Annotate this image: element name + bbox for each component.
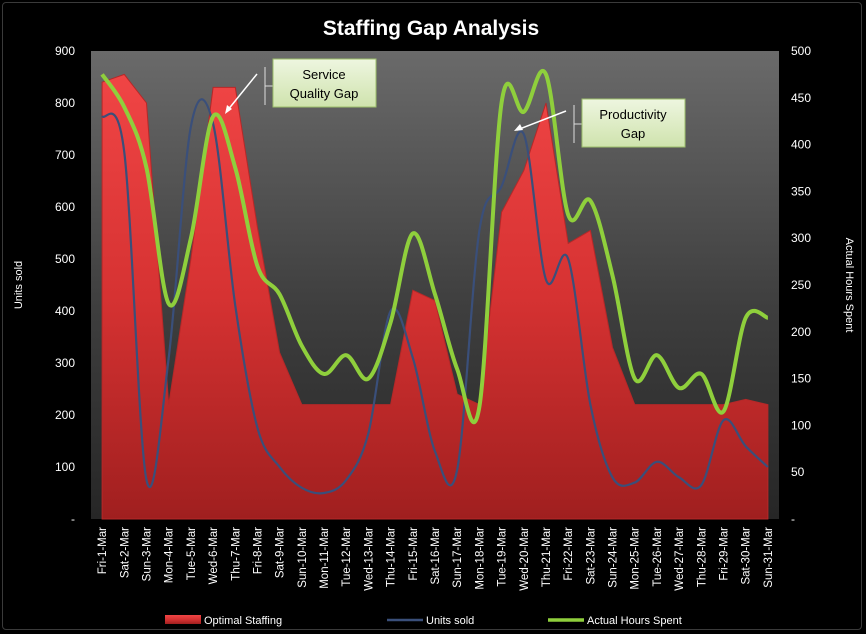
chart-title: Staffing Gap Analysis xyxy=(323,17,539,40)
callout-service-quality-gap: Service Quality Gap xyxy=(225,58,377,114)
x-tick-label: Tue-26-Mar xyxy=(652,527,664,587)
legend-label: Actual Hours Spent xyxy=(587,615,682,627)
y-tick-label: 900 xyxy=(55,44,75,58)
callout-arrow xyxy=(226,73,258,112)
x-tick-label: Tue-12-Mar xyxy=(341,527,353,587)
x-tick-label: Sun-24-Mar xyxy=(608,527,620,588)
callout-box xyxy=(581,98,686,148)
y-axis-label: Units sold xyxy=(13,261,25,309)
y2-tick-label: 200 xyxy=(791,325,811,339)
x-tick-label: Sat-9-Mar xyxy=(275,527,287,578)
y2-tick-label: 400 xyxy=(791,138,811,152)
y2-tick-label: 450 xyxy=(791,91,811,105)
callout-box xyxy=(272,58,377,108)
x-tick-label: Tue-5-Mar xyxy=(186,527,198,580)
staffing-gap-chart: Staffing Gap Analysis - 100 200 300 400 500 60… xyxy=(13,17,855,627)
y2-tick-label: 350 xyxy=(791,184,811,198)
x-tick-label: Mon-11-Mar xyxy=(319,527,331,589)
legend-label: Units sold xyxy=(426,615,474,627)
x-tick-label: Sat-2-Mar xyxy=(119,527,131,578)
callout-arrow xyxy=(516,110,567,131)
callout-line-1: Service xyxy=(302,67,345,82)
x-tick-label: Sun-17-Mar xyxy=(452,527,464,588)
legend-label: Optimal Staffing xyxy=(204,615,282,627)
x-tick-label: Fri-15-Mar xyxy=(408,527,420,581)
x-tick-label: Thu-28-Mar xyxy=(696,527,708,587)
y-tick-label: 100 xyxy=(55,460,75,474)
y-tick-label: 600 xyxy=(55,200,75,214)
x-tick-label: Wed-6-Mar xyxy=(208,527,220,584)
y2-axis-label: Actual Hours Spent xyxy=(843,238,855,333)
x-tick-label: Sun-3-Mar xyxy=(141,527,153,581)
x-tick-label: Sat-23-Mar xyxy=(585,527,597,585)
x-tick-label: Fri-29-Mar xyxy=(719,527,731,581)
x-tick-label: Sat-16-Mar xyxy=(430,527,442,585)
series-units-sold-line xyxy=(101,98,769,495)
y2-tick-label: 150 xyxy=(791,372,811,386)
y2-tick-label: 50 xyxy=(791,465,805,479)
y2-tick-label: - xyxy=(791,512,795,526)
x-tick-label: Wed-13-Mar xyxy=(363,527,375,591)
x-tick-label: Fri-22-Mar xyxy=(563,527,575,581)
y2-tick-label: 100 xyxy=(791,418,811,432)
y2-tick-label: 500 xyxy=(791,44,811,58)
y2-tick-label: 250 xyxy=(791,278,811,292)
x-tick-label: Thu-14-Mar xyxy=(386,527,398,587)
callout-line-2: Quality Gap xyxy=(290,86,359,101)
callout-productivity-gap: Productivity Gap xyxy=(514,98,686,148)
series-actual-hours-line xyxy=(100,69,769,425)
x-tick-label: Fri-1-Mar xyxy=(97,527,109,574)
callout-arrowhead xyxy=(225,105,232,114)
y2-tick-label: 300 xyxy=(791,231,811,245)
legend-item-units-sold: Units sold xyxy=(387,615,474,627)
legend-item-actual-hours: Actual Hours Spent xyxy=(548,615,682,627)
x-tick-label: Sun-31-Mar xyxy=(763,527,775,588)
x-tick-label: Thu-7-Mar xyxy=(230,527,242,581)
x-tick-label: Tue-19-Mar xyxy=(497,527,509,587)
legend-swatch-area xyxy=(165,615,201,624)
y-tick-label: 800 xyxy=(55,96,75,110)
y-tick-label: 300 xyxy=(55,356,75,370)
callout-line-2: Gap xyxy=(621,126,646,141)
x-tick-label: Wed-20-Mar xyxy=(519,527,531,591)
y-tick-label: 200 xyxy=(55,408,75,422)
x-tick-label: Mon-18-Mar xyxy=(474,527,486,590)
callout-line-1: Productivity xyxy=(599,107,667,122)
y-tick-label: 400 xyxy=(55,304,75,318)
y-tick-label: 500 xyxy=(55,252,75,266)
x-tick-label: Sun-10-Mar xyxy=(297,527,309,588)
x-tick-label: Thu-21-Mar xyxy=(541,527,553,587)
x-tick-label: Mon-25-Mar xyxy=(630,527,642,590)
y-tick-label: 700 xyxy=(55,148,75,162)
x-tick-label: Wed-27-Mar xyxy=(674,527,686,591)
y-tick-label: - xyxy=(71,512,75,526)
callout-arrowhead xyxy=(514,124,523,131)
x-tick-label: Fri-8-Mar xyxy=(252,527,264,574)
legend: Optimal Staffing Units sold Actual Hours… xyxy=(165,615,682,627)
legend-item-optimal-staffing: Optimal Staffing xyxy=(165,615,282,627)
x-tick-label: Mon-4-Mar xyxy=(164,527,176,583)
x-tick-label: Sat-30-Mar xyxy=(741,527,753,585)
